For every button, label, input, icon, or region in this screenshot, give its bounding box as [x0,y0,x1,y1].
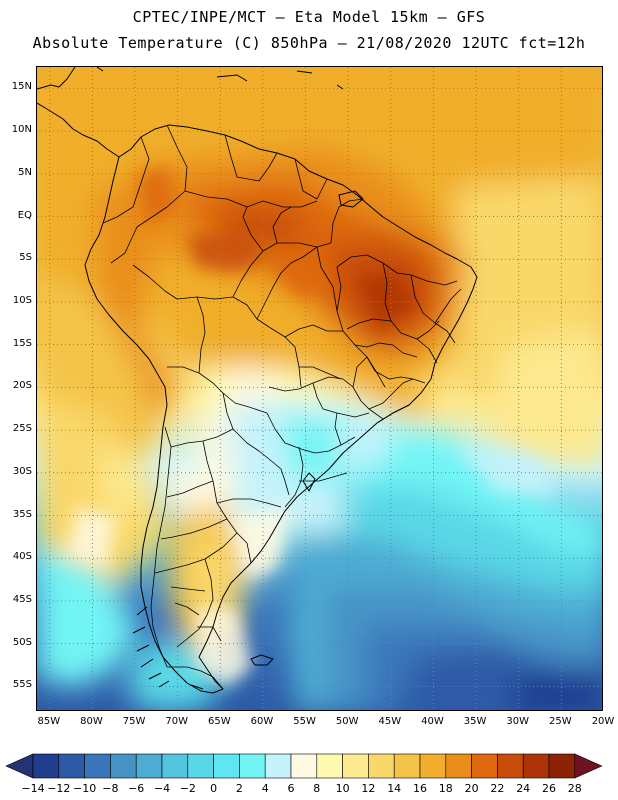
color-legend-bar [5,753,603,779]
colorbar-swatch [84,753,111,779]
longitude-tick-label: 70W [165,716,188,727]
colorbar-tick-label: 4 [261,782,269,795]
colorbar-swatch [32,753,60,779]
longitude-tick-label: 20W [591,716,615,727]
latitude-tick-label: 5N [18,166,32,178]
colorbar-swatch [368,753,395,779]
longitude-tick-label: 75W [122,716,146,727]
longitude-tick-label: 40W [421,716,444,727]
falkland-islands [250,654,274,666]
longitude-tick-label: 25W [549,716,572,727]
latitude-tick-label: 30S [12,465,32,477]
colorbar-swatch [342,753,369,779]
chart-title-line1: CPTEC/INPE/MCT – Eta Model 15km – GFS [132,8,486,26]
longitude-tick-label: 80W [80,716,103,727]
longitude-tick-label: 55W [293,716,316,727]
temperature-field-patches [37,67,602,710]
latitude-tick-label: 45S [12,593,32,605]
colorbar-tick-label: 18 [438,782,453,795]
colorbar-swatch [419,753,447,779]
latitude-tick-label: EQ [17,209,32,221]
colorbar-swatch [135,753,163,779]
colorbar-tick-label: 24 [516,782,531,795]
colorbar-tick-label: 8 [313,782,321,795]
colorbar-swatch [239,753,266,779]
colorbar-swatch [110,753,137,779]
longitude-tick-label: 65W [208,716,231,727]
colorbar-tick-label: 16 [413,782,427,795]
longitude-tick-label: 85W [37,716,61,727]
latitude-tick-label: 55S [12,679,32,691]
colorbar-swatch [161,753,189,779]
longitude-tick-label: 50W [335,716,359,727]
temperature-map[interactable] [36,66,603,711]
colorbar-tick-label: 0 [210,782,218,795]
central-america-coast [37,67,76,90]
latitude-tick-label: 5S [19,252,32,264]
colorbar-tick-label: 22 [490,782,505,795]
lagoa-dos-patos [302,472,316,492]
colorbar-tick-label: −10 [72,782,97,795]
colorbar-tick-label: −12 [47,782,71,795]
latitude-tick-label: 10N [11,124,32,136]
colorbar-overflow-arrow [574,753,603,779]
colorbar-swatch [316,753,343,779]
colorbar-swatch [264,753,292,779]
colorbar-tick-label: 14 [387,782,402,795]
colorbar-tick-label: −2 [179,782,196,795]
colorbar-tick-label: 28 [567,782,582,795]
longitude-tick-label: 30W [506,716,530,727]
coastlines [37,67,478,694]
latitude-tick-label: 15S [12,337,32,349]
colorbar-underflow-arrow [5,753,34,779]
colorbar-swatch [393,753,421,779]
colorbar-tick-label: 26 [542,782,556,795]
longitude-tick-label: 60W [250,716,274,727]
graticule [37,67,602,710]
colorbar-swatch [548,753,576,779]
colorbar-swatch [445,753,472,779]
colorbar-tick-label: −4 [153,782,171,795]
colorbar-swatch [497,753,524,779]
marajo-island [338,190,364,208]
colorbar-tick-label: −6 [128,782,145,795]
colorbar-tick-label: 2 [235,782,243,795]
colorbar-tick-label: 12 [361,782,376,795]
chart-title-line2: Absolute Temperature (C) 850hPa – 21/08/… [32,34,586,52]
colorbar-tick-label: 10 [335,782,350,795]
colorbar-tick-label: −8 [102,782,119,795]
latitude-tick-label: 35S [12,508,32,520]
colorbar-swatch [187,753,214,779]
colorbar-swatch [471,753,498,779]
chile-islands [132,606,204,690]
colorbar-tick-label: 6 [287,782,295,795]
latitude-tick-label: 50S [12,636,32,648]
political-borders [102,124,462,690]
caribbean-islands [96,67,344,90]
temperature-field-details [67,167,557,687]
latitude-tick-label: 15N [11,81,32,93]
latitude-tick-label: 25S [12,423,32,435]
latitude-tick-label: 10S [12,294,32,306]
longitude-tick-label: 35W [463,716,487,727]
central-america-coast-pacific [37,102,120,158]
colorbar-swatch [290,753,318,779]
colorbar-swatch [213,753,240,779]
colorbar-tick-label: −14 [21,782,45,795]
colorbar-tick-label: 20 [464,782,479,795]
colorbar-swatch [522,753,550,779]
colorbar-swatch [58,753,85,779]
longitude-tick-label: 45W [378,716,402,727]
latitude-tick-label: 40S [12,551,32,563]
latitude-tick-label: 20S [12,380,32,392]
